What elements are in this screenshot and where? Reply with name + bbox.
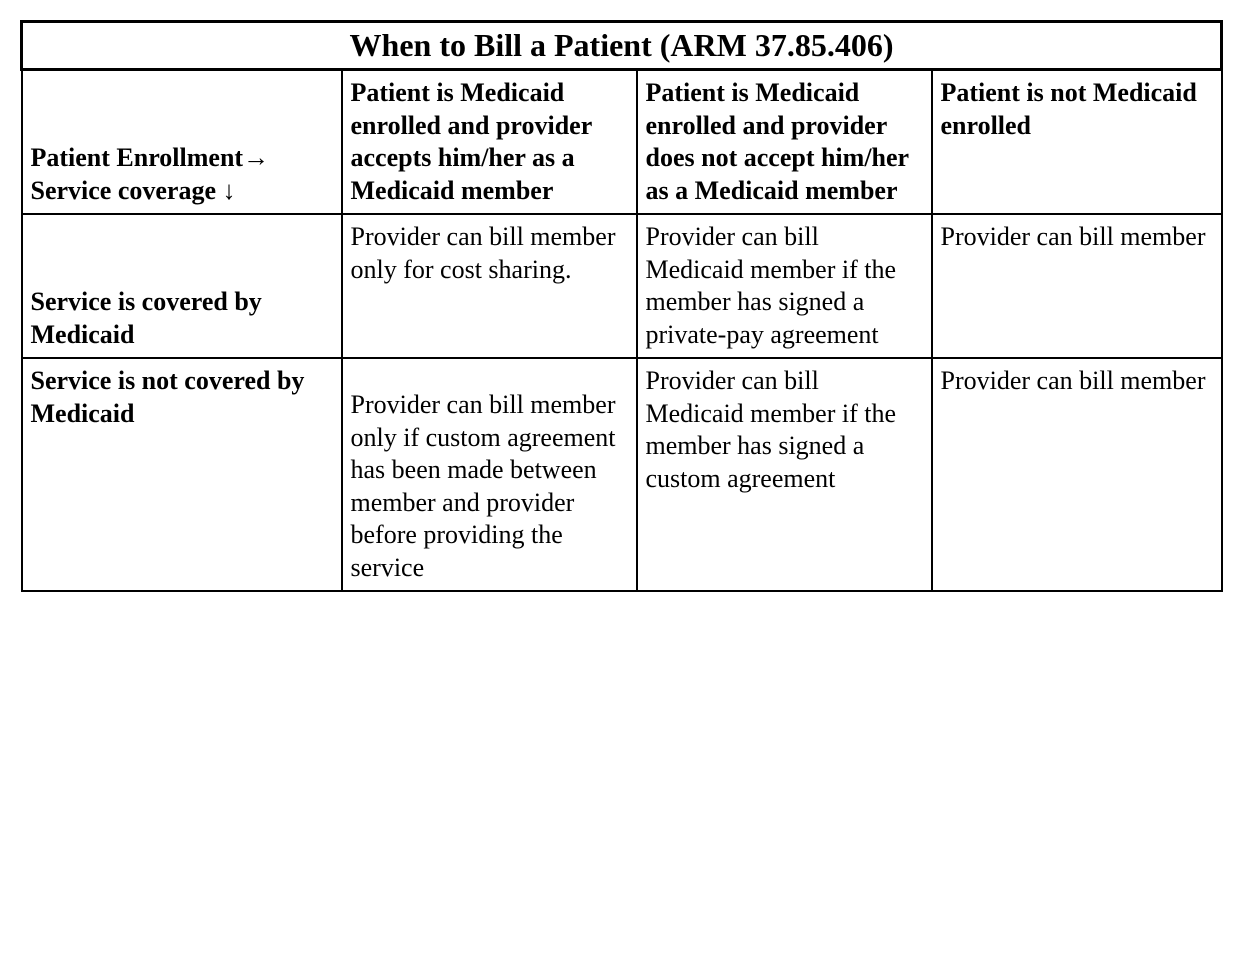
col-header-3: Patient is not Medicaid enrolled (932, 70, 1222, 215)
billing-table: When to Bill a Patient (ARM 37.85.406) P… (20, 20, 1223, 592)
col-header-2: Patient is Medicaid enrolled and provide… (637, 70, 932, 215)
row-label-covered: Service is covered by Medicaid (22, 214, 342, 358)
header-row: Patient Enrollment→ Service coverage ↓ P… (22, 70, 1222, 215)
cell-covered-2: Provider can bill Medicaid member if the… (637, 214, 932, 358)
cell-not-covered-3: Provider can bill member (932, 358, 1222, 591)
cell-covered-3: Provider can bill member (932, 214, 1222, 358)
cell-not-covered-2: Provider can bill Medicaid member if the… (637, 358, 932, 591)
axis-label-cell: Patient Enrollment→ Service coverage ↓ (22, 70, 342, 215)
cell-covered-1: Provider can bill member only for cost s… (342, 214, 637, 358)
cell-not-covered-1: Provider can bill member only if custom … (342, 358, 637, 591)
col-header-1: Patient is Medicaid enrolled and provide… (342, 70, 637, 215)
row-label-not-covered: Service is not covered by Medicaid (22, 358, 342, 591)
axis-label: Patient Enrollment→ Service coverage ↓ (31, 143, 270, 205)
row-covered: Service is covered by Medicaid Provider … (22, 214, 1222, 358)
row-not-covered: Service is not covered by Medicaid Provi… (22, 358, 1222, 591)
title-row: When to Bill a Patient (ARM 37.85.406) (22, 22, 1222, 70)
table-title: When to Bill a Patient (ARM 37.85.406) (22, 22, 1222, 70)
